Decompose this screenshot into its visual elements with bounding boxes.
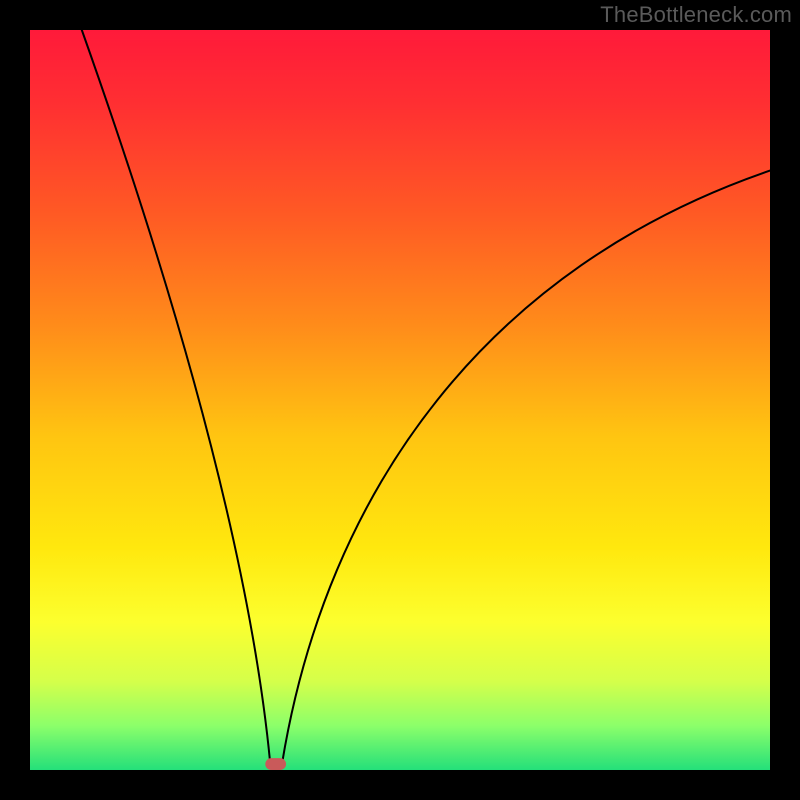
watermark-text: TheBottleneck.com	[600, 2, 792, 28]
chart-container: TheBottleneck.com	[0, 0, 800, 800]
chart-background	[30, 30, 770, 770]
bottleneck-chart-svg	[0, 0, 800, 800]
optimal-point-marker	[265, 758, 286, 770]
